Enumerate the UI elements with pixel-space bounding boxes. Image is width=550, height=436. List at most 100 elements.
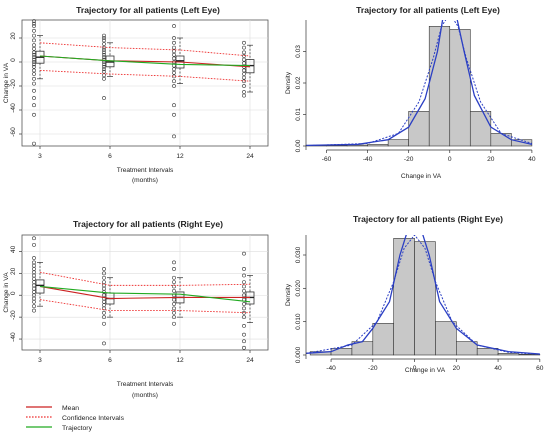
data-point bbox=[32, 112, 36, 117]
histogram-bar bbox=[469, 111, 492, 147]
data-point bbox=[32, 21, 36, 26]
data-point bbox=[242, 50, 246, 55]
data-point bbox=[32, 38, 36, 43]
y-axis-label: Change in VA bbox=[3, 62, 10, 103]
series-line-confidence-intervals bbox=[39, 42, 251, 57]
data-point bbox=[102, 76, 106, 81]
data-point bbox=[32, 81, 36, 86]
data-point bbox=[32, 280, 36, 284]
data-point bbox=[32, 260, 36, 265]
data-point bbox=[102, 52, 106, 57]
y-tick-label: 40 bbox=[10, 245, 17, 253]
data-point bbox=[102, 267, 106, 271]
y-tick-label: -20 bbox=[10, 79, 17, 89]
plot-frame bbox=[21, 234, 269, 351]
data-point bbox=[32, 242, 36, 247]
data-point bbox=[102, 280, 106, 284]
data-point bbox=[172, 321, 176, 326]
data-point bbox=[242, 40, 246, 45]
data-point bbox=[32, 33, 36, 38]
data-point bbox=[242, 45, 246, 50]
data-point bbox=[242, 79, 246, 84]
data-point bbox=[32, 263, 36, 268]
normal-curve bbox=[306, 20, 533, 146]
data-point bbox=[102, 38, 106, 43]
data-point bbox=[102, 48, 106, 52]
histogram-bar bbox=[367, 144, 389, 147]
data-point bbox=[32, 64, 36, 69]
data-point bbox=[172, 103, 176, 108]
chart-title: Trajectory for all patients (Right Eye) bbox=[353, 214, 503, 224]
data-point bbox=[102, 275, 106, 280]
data-point bbox=[242, 288, 246, 293]
histogram-panel-3: 0.000 0.010 0.020 0.030 -40 -20 0 20 40 60 Traject… bbox=[285, 214, 544, 374]
y-tick-label: 0.020 bbox=[295, 280, 302, 297]
data-point bbox=[32, 28, 36, 33]
data-point bbox=[102, 42, 106, 46]
x-tick-label: 0 bbox=[448, 156, 452, 163]
data-point bbox=[32, 72, 36, 76]
data-point bbox=[102, 62, 106, 67]
data-point bbox=[172, 260, 176, 265]
histogram-bar bbox=[435, 321, 457, 356]
y-tick-label: -20 bbox=[10, 310, 17, 320]
data-point bbox=[32, 43, 36, 48]
data-point bbox=[242, 339, 246, 344]
data-point bbox=[242, 315, 246, 320]
series-line-confidence-intervals bbox=[39, 69, 251, 82]
x-tick-label: -40 bbox=[326, 365, 336, 372]
chart-title: Trajectory for all patients (Left Eye) bbox=[76, 5, 220, 15]
x-tick-label: -20 bbox=[368, 365, 378, 372]
data-point bbox=[242, 293, 246, 298]
legend: Mean Confidence Intervals Trajectory bbox=[26, 405, 125, 432]
normal-curve bbox=[306, 235, 540, 355]
data-point bbox=[242, 302, 246, 306]
histogram-bar bbox=[408, 111, 430, 147]
x-tick-label: 6 bbox=[108, 357, 112, 364]
data-point bbox=[32, 76, 36, 81]
data-point bbox=[32, 273, 36, 278]
data-point bbox=[32, 68, 36, 73]
y-tick-label: 20 bbox=[10, 267, 17, 275]
x-tick-label: -60 bbox=[322, 156, 332, 163]
data-point bbox=[242, 61, 246, 66]
y-tick-label: 0.03 bbox=[295, 45, 302, 58]
data-point bbox=[242, 324, 246, 328]
y-tick-label: -40 bbox=[10, 103, 17, 113]
series-line-confidence-intervals bbox=[39, 271, 251, 286]
y-tick-label: 0.02 bbox=[295, 76, 302, 89]
y-axis-label: Change in VA bbox=[3, 272, 10, 313]
histogram-bar bbox=[449, 29, 471, 147]
data-point bbox=[102, 303, 106, 307]
data-point bbox=[32, 236, 36, 241]
y-tick-label: -40 bbox=[10, 332, 17, 342]
data-point bbox=[32, 62, 36, 67]
data-point bbox=[102, 67, 106, 72]
x-tick-label: 24 bbox=[246, 357, 254, 364]
data-point bbox=[172, 275, 176, 280]
series-line-trajectory bbox=[39, 55, 251, 67]
histogram-bar bbox=[372, 323, 394, 356]
data-point bbox=[32, 96, 36, 100]
data-point bbox=[32, 141, 36, 146]
x-tick-label: 12 bbox=[176, 153, 184, 160]
y-tick-label: 0.010 bbox=[295, 313, 302, 330]
density-curve bbox=[306, 235, 540, 355]
legend-label: Mean bbox=[62, 405, 79, 412]
series-line-trajectory bbox=[39, 285, 251, 303]
data-point bbox=[172, 79, 176, 84]
data-point bbox=[172, 134, 176, 139]
data-point bbox=[172, 70, 176, 75]
data-point bbox=[242, 84, 246, 88]
y-axis-label: Density bbox=[285, 283, 292, 306]
data-point bbox=[242, 332, 246, 337]
line-panel-2: -40 -20 0 20 40 3 6 12 24 Trajectory for all pati… bbox=[3, 219, 269, 399]
y-tick-label: -60 bbox=[10, 127, 17, 137]
data-point bbox=[32, 299, 36, 304]
data-point bbox=[102, 57, 106, 62]
data-point bbox=[32, 256, 36, 260]
y-tick-label: 0.01 bbox=[295, 108, 302, 121]
data-point bbox=[102, 69, 106, 74]
data-point bbox=[32, 283, 36, 288]
